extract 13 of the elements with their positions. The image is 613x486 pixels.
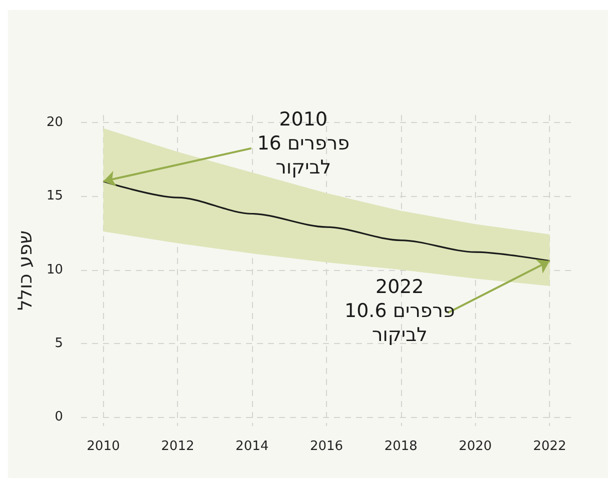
y-tick-label: 20 bbox=[46, 114, 63, 130]
y-axis-title: שפע כולל bbox=[14, 230, 36, 311]
x-tick-label: 2018 bbox=[384, 439, 418, 454]
y-tick-label: 5 bbox=[54, 336, 63, 351]
x-tick-label: 2014 bbox=[236, 439, 269, 454]
y-tick-label: 10 bbox=[46, 262, 63, 278]
y-tick-label: 0 bbox=[54, 410, 63, 425]
x-tick-label: 2020 bbox=[458, 439, 492, 454]
x-tick-label: 2016 bbox=[310, 439, 344, 454]
x-tick-label: 2010 bbox=[86, 439, 120, 454]
y-tick-label: 15 bbox=[46, 188, 63, 204]
x-tick-label: 2012 bbox=[161, 439, 194, 454]
x-tick-label: 2022 bbox=[533, 439, 566, 454]
